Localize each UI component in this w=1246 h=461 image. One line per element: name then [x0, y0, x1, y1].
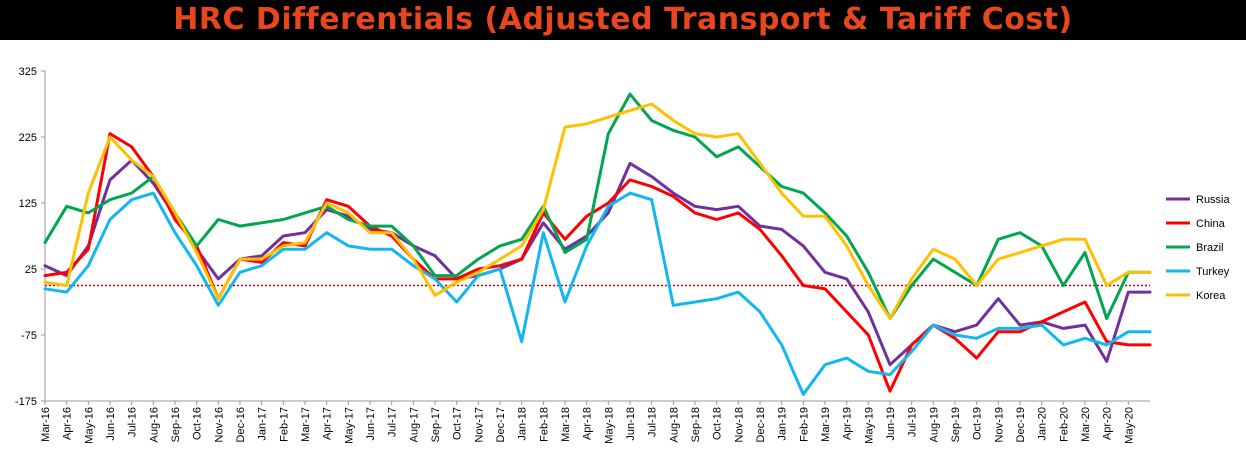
x-tick-label: Apr-16 [62, 407, 74, 440]
x-tick-label: Apr-19 [842, 407, 854, 440]
x-tick-label: Jun-17 [365, 407, 377, 441]
x-tick-label: Mar-16 [40, 407, 52, 442]
x-tick-label: Oct-18 [712, 407, 724, 440]
x-tick-label: Dec-18 [755, 407, 767, 442]
legend-label-russia: Russia [1196, 194, 1231, 206]
x-tick-label: Dec-19 [1015, 407, 1027, 442]
x-tick-label: Aug-17 [408, 407, 420, 442]
x-tick-label: Aug-16 [148, 407, 160, 442]
x-tick-label: May-19 [863, 407, 875, 444]
x-tick-label: Jan-17 [257, 407, 269, 441]
x-tick-label: Oct-17 [452, 407, 464, 440]
y-tick-label: 325 [19, 66, 37, 78]
x-tick-label: Apr-17 [322, 407, 334, 440]
x-tick-label: Aug-18 [668, 407, 680, 442]
x-tick-label: Sep-18 [690, 407, 702, 442]
y-tick-label: -75 [21, 330, 37, 342]
x-tick-label: Nov-17 [473, 407, 485, 442]
legend-label-china: China [1196, 218, 1226, 230]
x-tick-label: Nov-18 [733, 407, 745, 442]
legend: Russia China Brazil Turkey Korea [1166, 194, 1231, 302]
x-tick-label: Oct-19 [972, 407, 984, 440]
series-line-china [43, 132, 1152, 393]
y-tick-label: 225 [19, 132, 37, 144]
x-tick-label: Feb-20 [1058, 407, 1070, 442]
x-tick-label: Sep-19 [950, 407, 962, 442]
x-tick-label: Sep-17 [430, 407, 442, 442]
x-tick-label: Nov-16 [213, 407, 225, 442]
x-tick-label: Feb-18 [538, 407, 550, 442]
x-tick-label: Jan-20 [1037, 407, 1049, 441]
x-tick-label: Jul-19 [907, 407, 919, 437]
x-tick-label: Jul-18 [647, 407, 659, 437]
x-tick-label: Feb-17 [278, 407, 290, 442]
series-line-brazil [43, 92, 1152, 320]
x-tick-label: Mar-17 [300, 407, 312, 442]
x-tick-label: Apr-20 [1102, 407, 1114, 440]
x-tick-label: Jul-17 [387, 407, 399, 437]
series-line-turkey [43, 191, 1152, 396]
x-tick-label: Jun-18 [625, 407, 637, 441]
x-tick-label: Feb-19 [798, 407, 810, 442]
x-tick-label: Nov-19 [993, 407, 1005, 442]
x-tick-label: Jan-19 [777, 407, 789, 441]
y-tick-label: -175 [15, 396, 37, 408]
chart-title: HRC Differentials (Adjusted Transport & … [173, 2, 1073, 37]
x-tick-label: Apr-18 [582, 407, 594, 440]
y-tick-label: 25 [25, 264, 37, 276]
x-tick-label: May-18 [603, 407, 615, 444]
series-lines [43, 92, 1152, 396]
x-tick-label: Mar-20 [1080, 407, 1092, 442]
x-tick-label: May-17 [343, 407, 355, 444]
legend-label-korea: Korea [1196, 290, 1226, 302]
x-tick-label: Oct-16 [192, 407, 204, 440]
x-tick-label: Jul-16 [127, 407, 139, 437]
x-tick-label: Jan-18 [517, 407, 529, 441]
x-tick-label: Dec-17 [495, 407, 507, 442]
x-tick-label: Mar-19 [820, 407, 832, 442]
x-tick-label: Dec-16 [235, 407, 247, 442]
x-tick-label: May-20 [1123, 407, 1135, 444]
y-tick-label: 125 [19, 198, 37, 210]
legend-label-brazil: Brazil [1196, 242, 1224, 254]
legend-label-turkey: Turkey [1196, 266, 1230, 278]
x-tick-label: Sep-16 [170, 407, 182, 442]
x-tick-label: Jun-16 [105, 407, 117, 441]
series-line-korea [43, 102, 1152, 320]
x-tick-label: Jun-19 [885, 407, 897, 441]
x-tick-label: May-16 [83, 407, 95, 444]
x-tick-label: Aug-19 [928, 407, 940, 442]
title-bar: HRC Differentials (Adjusted Transport & … [0, 0, 1246, 40]
x-tick-label: Mar-18 [560, 407, 572, 442]
